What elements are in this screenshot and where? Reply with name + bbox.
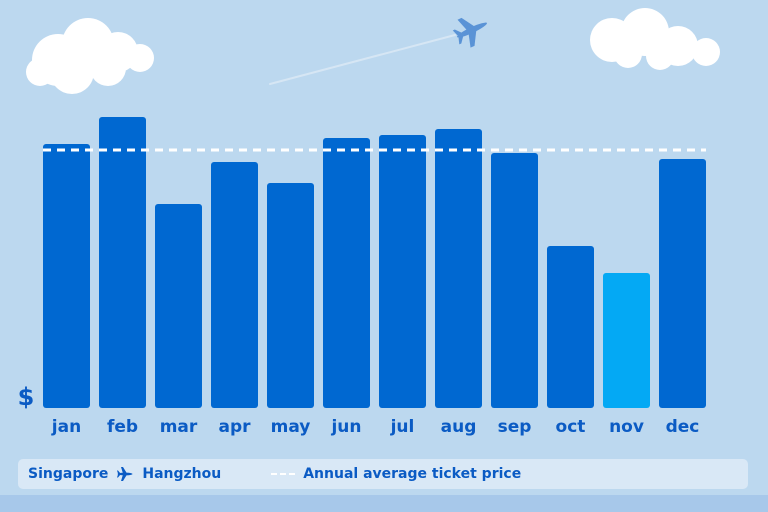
legend-destination: Hangzhou (142, 466, 222, 482)
x-tick-label: mar (160, 417, 198, 437)
x-tick-label: oct (556, 417, 586, 437)
legend-average-label: Annual average ticket price (303, 466, 522, 482)
bar-feb (99, 117, 146, 408)
bar-jun (323, 138, 370, 408)
x-tick-label: jan (51, 417, 81, 437)
contrail (269, 34, 456, 85)
bar-dec (659, 159, 706, 408)
bar-mar (155, 204, 202, 408)
y-axis-label: $ (18, 383, 35, 411)
bar-nov (603, 273, 650, 408)
airplane-icon (452, 17, 488, 48)
footer-band (0, 495, 768, 512)
cloud-icon (26, 18, 154, 94)
x-tick-label: nov (609, 417, 644, 437)
legend-route: Singapore Hangzhou (28, 466, 221, 482)
legend-average-swatch (271, 473, 296, 475)
x-tick-label: dec (666, 417, 700, 437)
x-tick-label: feb (107, 417, 138, 437)
legend-average: Annual average ticket price (271, 466, 521, 482)
bar-sep (491, 153, 538, 408)
bar-aug (435, 129, 482, 408)
cloud-icon (590, 8, 720, 70)
x-tick-label: apr (218, 417, 251, 437)
airplane-icon (116, 467, 134, 481)
x-tick-label: sep (498, 417, 532, 437)
legend-origin: Singapore (28, 466, 109, 482)
bar-oct (547, 246, 594, 408)
x-tick-label: may (271, 417, 311, 437)
bar-jul (379, 135, 426, 408)
x-tick-label: jun (330, 417, 361, 437)
bar-apr (211, 162, 258, 408)
x-tick-label: aug (441, 417, 477, 437)
x-tick-label: jul (390, 417, 415, 437)
bar-jan (43, 144, 90, 408)
bar-may (267, 183, 314, 408)
legend: Singapore Hangzhou Annual average ticket… (18, 459, 748, 489)
